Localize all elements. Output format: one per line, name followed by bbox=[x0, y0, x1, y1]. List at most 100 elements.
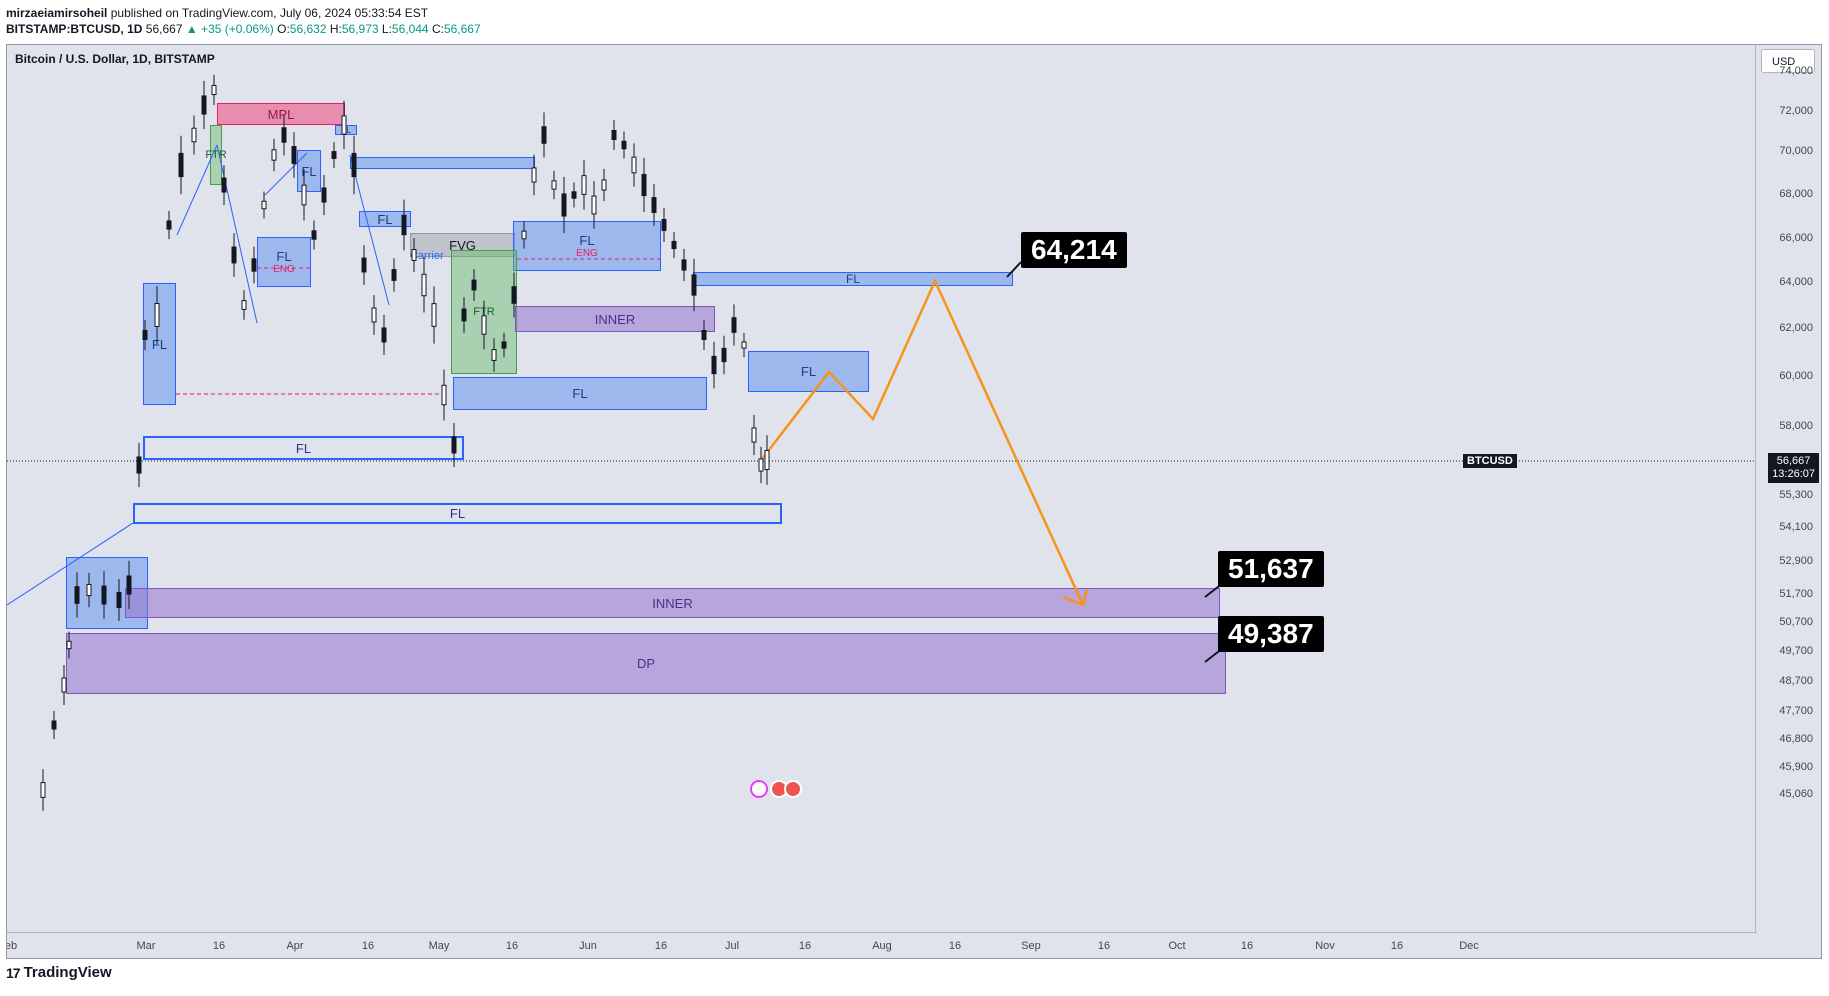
candle-body bbox=[721, 347, 727, 363]
candle-body bbox=[741, 341, 747, 349]
last-value: 56,667 bbox=[145, 22, 183, 36]
candle-body bbox=[431, 303, 437, 327]
candle-body bbox=[631, 156, 637, 174]
zone-fl-vertical-label: FL bbox=[151, 336, 168, 352]
candle-body bbox=[371, 307, 377, 323]
us-flag-icon-2[interactable] bbox=[784, 780, 802, 798]
candle-body bbox=[764, 450, 770, 470]
candle-body bbox=[381, 327, 387, 343]
x-tick-label: Nov bbox=[1315, 940, 1335, 952]
high-value: 56,973 bbox=[341, 22, 379, 36]
zone-fvg[interactable]: FVG bbox=[410, 233, 515, 257]
zone-ftr-top-label: FTR bbox=[205, 149, 227, 161]
candle-body bbox=[211, 84, 217, 96]
candle-body bbox=[701, 330, 707, 340]
y-tick-label: 52,900 bbox=[1779, 555, 1813, 567]
zone-fl-g[interactable]: FL bbox=[453, 377, 707, 410]
candle-body bbox=[321, 187, 327, 203]
y-tick-label: 45,900 bbox=[1779, 761, 1813, 773]
candle-body bbox=[611, 129, 617, 141]
candle-body bbox=[681, 259, 687, 271]
x-tick-label: 16 bbox=[1097, 940, 1111, 952]
y-tick-label: 45,060 bbox=[1779, 788, 1813, 800]
zone-fl-small-a[interactable]: FL bbox=[297, 150, 321, 192]
callout-51637[interactable]: 51,637 bbox=[1218, 551, 1324, 587]
y-tick-label: 46,800 bbox=[1779, 733, 1813, 745]
candle-body bbox=[551, 180, 557, 190]
candle-body bbox=[451, 436, 457, 454]
event-icons[interactable] bbox=[750, 780, 802, 798]
publisher-name[interactable]: mirzaeiamirsoheil bbox=[6, 6, 108, 20]
y-tick-label: 72,000 bbox=[1779, 105, 1813, 117]
published-text: published on TradingView.com, July 06, 2… bbox=[110, 6, 429, 20]
zone-fl-eng-b[interactable]: FL ENG bbox=[513, 221, 661, 271]
x-tick-label: Dec bbox=[1459, 940, 1479, 952]
candle-body bbox=[461, 308, 467, 322]
candle-body bbox=[86, 583, 92, 597]
zone-inner-bottom-label: INNER bbox=[652, 595, 693, 611]
zone-fl-outline-b[interactable]: FL bbox=[133, 503, 782, 524]
candle-body bbox=[291, 146, 297, 164]
candle-body bbox=[481, 315, 487, 335]
candle-body bbox=[116, 592, 122, 608]
tradingview-logo-icon: 17 bbox=[6, 964, 21, 981]
price-overlay bbox=[7, 74, 1757, 811]
high-label: H: bbox=[329, 22, 342, 36]
candle-body bbox=[231, 246, 237, 264]
chart-pane[interactable]: Bitcoin / U.S. Dollar, 1D, BITSTAMP MPL … bbox=[6, 44, 1822, 959]
symbol-line: BITSTAMP:BTCUSD, 1D bbox=[6, 22, 143, 36]
zone-fl-eng-a[interactable]: FL ENG bbox=[257, 237, 311, 287]
trend-line-a bbox=[7, 522, 134, 606]
callout-49387[interactable]: 49,387 bbox=[1218, 616, 1324, 652]
lightning-icon[interactable] bbox=[750, 780, 768, 798]
candle-body bbox=[361, 257, 367, 273]
zone-inner-top[interactable]: INNER bbox=[515, 306, 715, 332]
candle-body bbox=[40, 782, 46, 798]
footer-brand[interactable]: 17 TradingView bbox=[6, 964, 112, 981]
candle-body bbox=[391, 269, 397, 281]
zone-ftr-top[interactable]: FTR bbox=[205, 125, 227, 185]
candle-body bbox=[711, 355, 717, 375]
currency-button[interactable]: USD bbox=[1761, 49, 1815, 73]
time-axis[interactable]: eb Mar 16 Apr 16 May 16 Jun 16 Jul 16 Aug 16 Sep 16 Oct… bbox=[7, 932, 1757, 958]
zone-fl-64214-label: FL bbox=[845, 272, 860, 286]
low-label: L: bbox=[381, 22, 392, 36]
candle-body bbox=[261, 200, 267, 210]
candle-body bbox=[521, 230, 527, 240]
publish-info: mirzaeiamirsoheil published on TradingVi… bbox=[6, 6, 428, 20]
x-tick-label: Jun bbox=[579, 940, 597, 952]
open-value: 56,632 bbox=[289, 22, 327, 36]
zone-fl-d[interactable]: FL bbox=[359, 211, 411, 227]
zone-fl-h[interactable]: FL bbox=[748, 351, 869, 392]
candle-body bbox=[471, 279, 477, 291]
zone-fl-h-label: FL bbox=[800, 364, 817, 379]
candle-body bbox=[101, 585, 107, 605]
candle-body bbox=[731, 317, 737, 333]
y-tick-label: 55,300 bbox=[1779, 489, 1813, 501]
candle-body bbox=[591, 195, 597, 215]
callout-pointer-high bbox=[1006, 261, 1022, 278]
callout-64214[interactable]: 64,214 bbox=[1021, 232, 1127, 268]
x-tick-label: Jul bbox=[724, 940, 740, 952]
candle-body bbox=[136, 456, 142, 474]
candle-body bbox=[561, 193, 567, 217]
close-value: 56,667 bbox=[443, 22, 481, 36]
countdown-value: 13:26:07 bbox=[1772, 468, 1815, 480]
candle-body bbox=[511, 286, 517, 304]
carrier-label: Carrier bbox=[410, 250, 444, 262]
zone-mpl[interactable]: MPL bbox=[217, 103, 345, 125]
y-tick-label: 58,000 bbox=[1779, 420, 1813, 432]
zone-inner-bottom[interactable]: INNER bbox=[125, 588, 1220, 618]
candle-body bbox=[411, 249, 417, 261]
candle-body bbox=[641, 173, 647, 197]
candle-body bbox=[178, 152, 184, 178]
zone-fl-outline-a[interactable]: FL bbox=[143, 436, 464, 460]
candle-body bbox=[401, 214, 407, 236]
x-tick-label: Apr bbox=[286, 940, 304, 952]
candle-body bbox=[351, 152, 357, 178]
price-axis[interactable]: USD 74,000 72,000 70,000 68,000 66,000 64,000… bbox=[1755, 45, 1821, 958]
candle-body bbox=[311, 230, 317, 240]
zone-dp[interactable]: DP bbox=[66, 633, 1226, 694]
y-tick-label: 54,100 bbox=[1779, 521, 1813, 533]
x-tick-label: 16 bbox=[1390, 940, 1404, 952]
